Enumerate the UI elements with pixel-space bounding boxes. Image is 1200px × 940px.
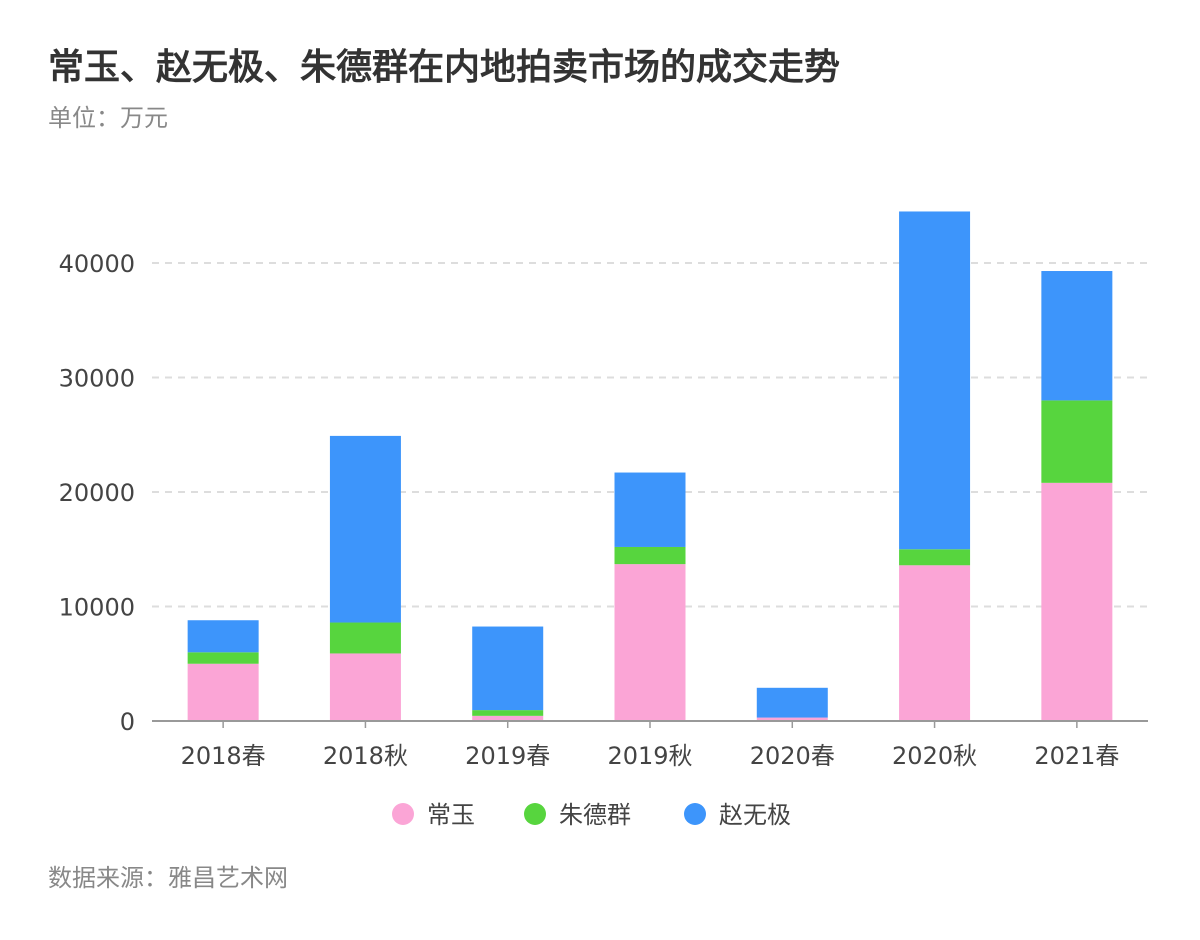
x-tick-label: 2020春 bbox=[750, 742, 835, 770]
y-tick-label: 20000 bbox=[59, 479, 135, 507]
bar-segment bbox=[329, 435, 401, 623]
x-tick-label: 2020秋 bbox=[892, 742, 977, 770]
x-tick-label: 2019秋 bbox=[607, 742, 692, 770]
legend-label: 常玉 bbox=[427, 801, 475, 829]
chart-subtitle: 单位：万元 bbox=[48, 104, 168, 132]
bar-segment bbox=[329, 622, 401, 654]
bar-segment bbox=[756, 687, 828, 718]
bar-segment bbox=[472, 626, 544, 711]
y-tick-label: 40000 bbox=[59, 250, 135, 278]
bar-segment bbox=[614, 546, 686, 565]
bar-segment bbox=[614, 564, 686, 721]
bar-segment bbox=[472, 710, 544, 716]
bar-segment bbox=[187, 663, 259, 721]
bar-segment bbox=[472, 715, 544, 721]
bar-segment bbox=[187, 652, 259, 664]
bars-layer bbox=[187, 211, 1113, 721]
x-tick-label: 2018春 bbox=[181, 742, 266, 770]
x-tick-label: 2018秋 bbox=[323, 742, 408, 770]
bar-segment bbox=[756, 717, 828, 721]
chart-title: 常玉、赵无极、朱德群在内地拍卖市场的成交走势 bbox=[48, 47, 841, 88]
legend-marker bbox=[684, 803, 706, 825]
legend-label: 赵无极 bbox=[719, 801, 791, 829]
bar-segment bbox=[614, 472, 686, 547]
bar-segment bbox=[1041, 271, 1113, 401]
bar-segment bbox=[187, 620, 259, 653]
legend-marker bbox=[392, 803, 414, 825]
legend-marker bbox=[524, 803, 546, 825]
bar-segment bbox=[1041, 482, 1113, 721]
bar-segment bbox=[899, 565, 971, 721]
bar-segment bbox=[899, 211, 971, 550]
y-tick-label: 0 bbox=[120, 708, 135, 736]
bar-segment bbox=[329, 653, 401, 721]
x-tick-label: 2019春 bbox=[465, 742, 550, 770]
y-tick-label: 30000 bbox=[59, 365, 135, 393]
bar-segment bbox=[1041, 400, 1113, 483]
y-tick-label: 10000 bbox=[59, 594, 135, 622]
x-tick-label: 2021春 bbox=[1034, 742, 1119, 770]
legend: 常玉 朱德群 赵无极 bbox=[392, 801, 791, 829]
axis-layer: 0 10000 20000 30000 40000 2018春 2018秋 2019春 2019… bbox=[59, 250, 1148, 770]
data-source: 数据来源：雅昌艺术网 bbox=[48, 864, 288, 892]
bar-segment bbox=[899, 549, 971, 566]
legend-label: 朱德群 bbox=[559, 801, 631, 829]
